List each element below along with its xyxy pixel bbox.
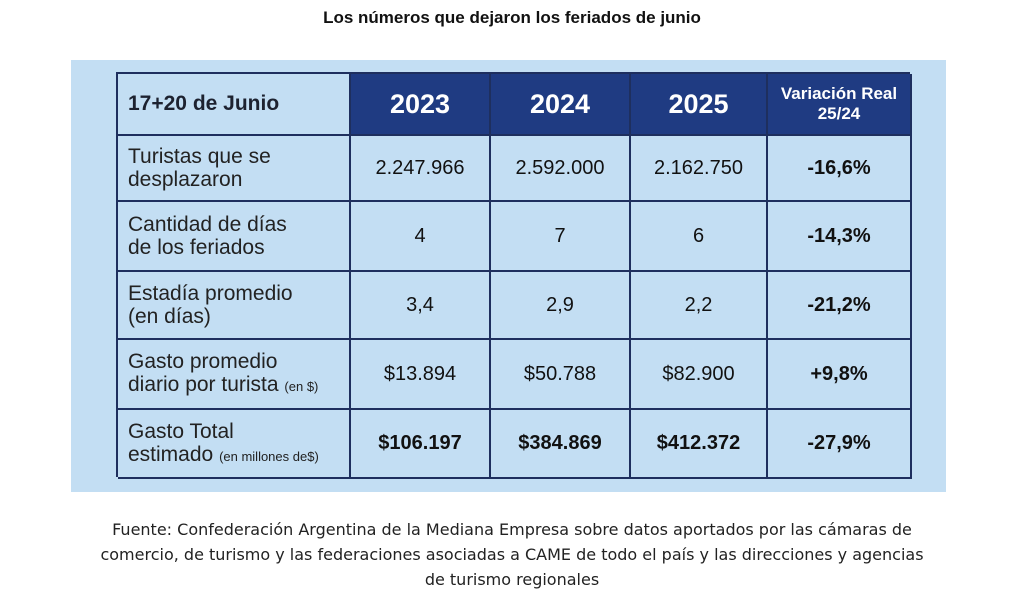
- variation-cell: -21,2%: [768, 272, 912, 340]
- table-cell: 2,9: [491, 272, 631, 340]
- table-cell: 2.592.000: [491, 136, 631, 202]
- table-cell: 7: [491, 202, 631, 272]
- table-cell: $13.894: [351, 340, 491, 410]
- column-header-2024: 2024: [491, 74, 631, 136]
- table-cell: 6: [631, 202, 768, 272]
- table-cell: 2,2: [631, 272, 768, 340]
- variation-cell: +9,8%: [768, 340, 912, 410]
- row-label-estadia: Estadía promedio (en días): [118, 272, 351, 340]
- table-corner-label: 17+20 de Junio: [118, 74, 351, 136]
- caption-line: de turismo regionales: [424, 570, 600, 589]
- table-cell: $412.372: [631, 410, 768, 479]
- row-label-turistas: Turistas que se desplazaron: [118, 136, 351, 202]
- row-label-gasto-promedio: Gasto promedio diario por turista (en $): [118, 340, 351, 410]
- table-cell: $384.869: [491, 410, 631, 479]
- variation-header-line2: 25/24: [817, 104, 861, 123]
- variation-cell: -27,9%: [768, 410, 912, 479]
- table-cell: $50.788: [491, 340, 631, 410]
- column-header-variation: Variación Real 25/24: [768, 74, 912, 136]
- table-cell: 2.162.750: [631, 136, 768, 202]
- column-header-2023: 2023: [351, 74, 491, 136]
- row-label-cantidad-dias: Cantidad de días de los feriados: [118, 202, 351, 272]
- table-cell: 2.247.966: [351, 136, 491, 202]
- data-table: 17+20 de Junio 2023 2024 2025 Variación …: [116, 72, 912, 479]
- table-cell: 4: [351, 202, 491, 272]
- caption-line: Fuente: Confederación Argentina de la Me…: [112, 520, 912, 539]
- table-cell: $106.197: [351, 410, 491, 479]
- variation-header-line1: Variación Real: [780, 84, 898, 103]
- row-note: (en $): [284, 379, 319, 394]
- column-header-2025: 2025: [631, 74, 768, 136]
- row-note: (en millones de$): [219, 448, 319, 464]
- table-cell: 3,4: [351, 272, 491, 340]
- source-caption: Fuente: Confederación Argentina de la Me…: [0, 517, 1024, 592]
- page-title: Los números que dejaron los feriados de …: [323, 8, 701, 27]
- row-label-gasto-total: Gasto Total estimado (en millones de$): [118, 410, 351, 479]
- variation-cell: -16,6%: [768, 136, 912, 202]
- table-cell: $82.900: [631, 340, 768, 410]
- variation-cell: -14,3%: [768, 202, 912, 272]
- caption-line: comercio, de turismo y las federaciones …: [100, 545, 924, 564]
